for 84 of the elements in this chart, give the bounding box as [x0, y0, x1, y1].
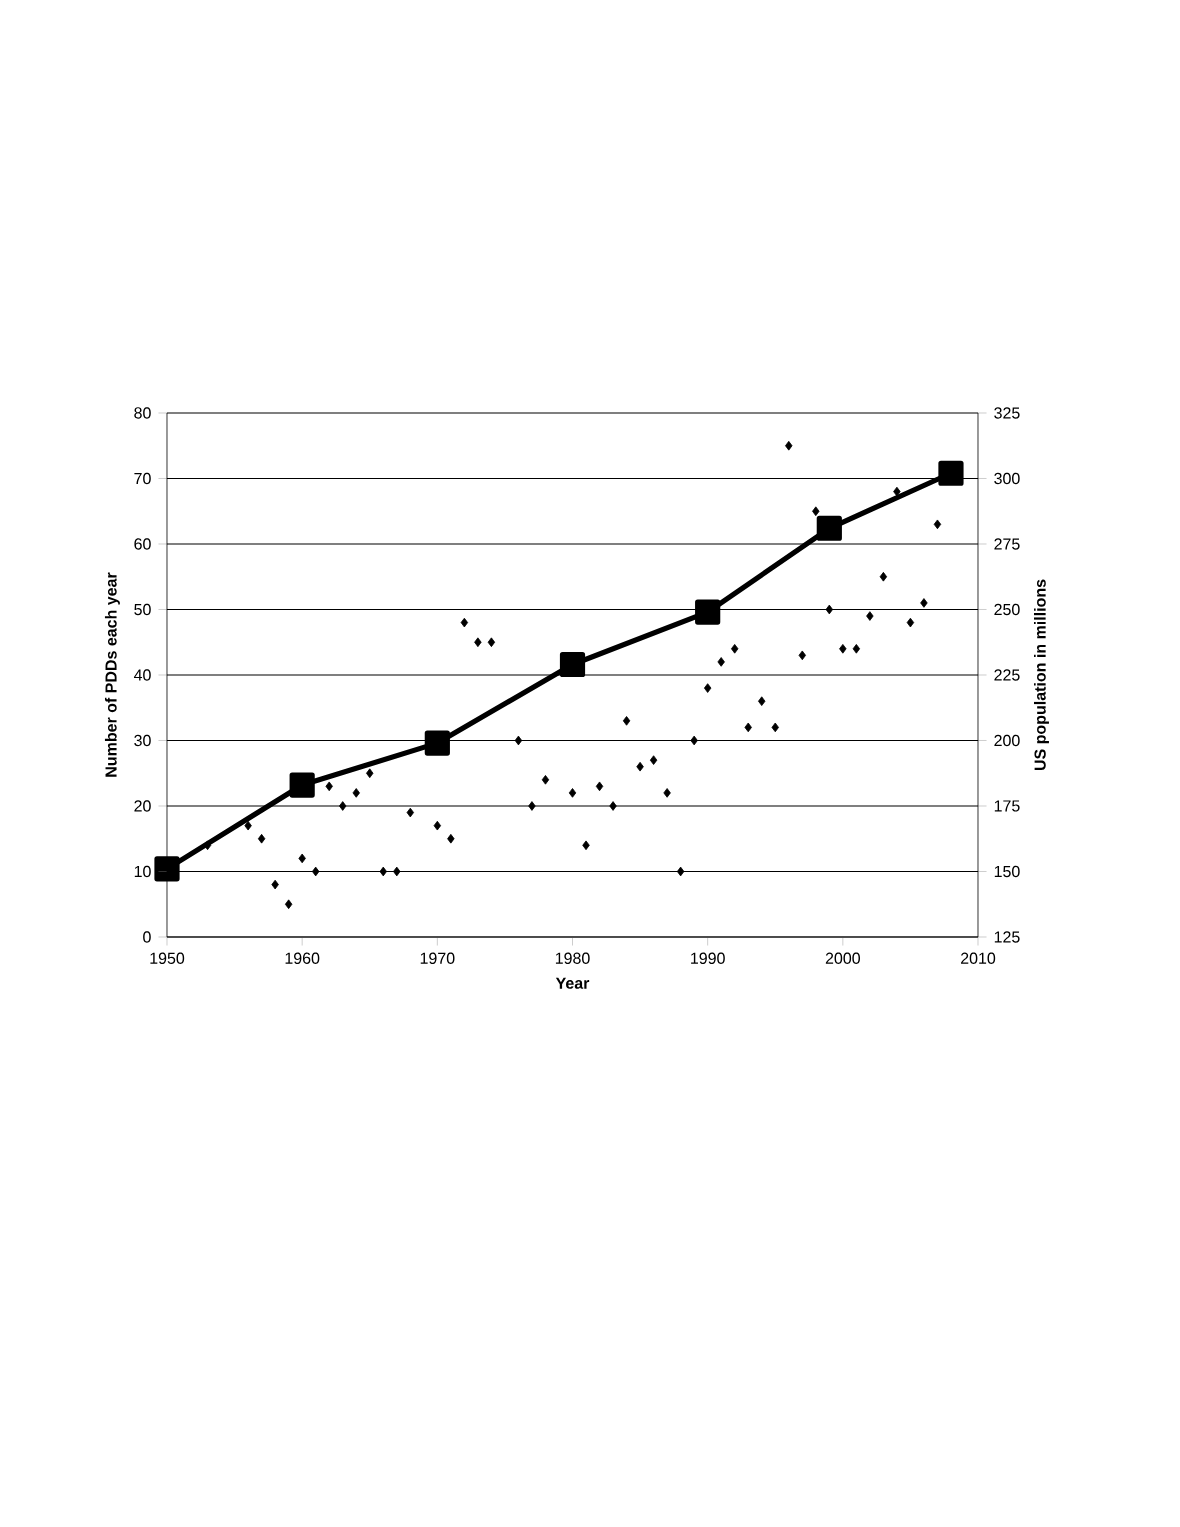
- point: [649, 755, 658, 765]
- point: [325, 781, 333, 792]
- point: [271, 879, 279, 890]
- y2-tick-label: 250: [994, 603, 1020, 616]
- point: [406, 807, 414, 818]
- point: [744, 722, 752, 733]
- y2-tick-label: 300: [994, 472, 1020, 485]
- point: [717, 657, 725, 667]
- y-tick-label: 50: [134, 603, 151, 616]
- point: [825, 604, 834, 615]
- x-tick-label: 1990: [691, 952, 725, 964]
- point: [244, 820, 252, 831]
- y2-tick-label: 325: [994, 407, 1020, 419]
- y2-tick-label: 275: [994, 538, 1020, 550]
- point: [257, 833, 266, 844]
- point: [839, 643, 847, 654]
- point: [460, 617, 469, 628]
- point: [474, 637, 482, 648]
- point: [595, 781, 604, 792]
- point: [879, 571, 888, 582]
- point: [609, 801, 617, 811]
- x-tick-label: 1970: [420, 952, 455, 964]
- point: [852, 643, 861, 654]
- point: [393, 866, 401, 877]
- y-tick-label: 40: [133, 669, 151, 681]
- y2-tick-label: 225: [994, 669, 1020, 681]
- point: [339, 801, 347, 811]
- point: [938, 460, 964, 486]
- point: [514, 735, 523, 746]
- point: [366, 768, 374, 779]
- point: [541, 774, 550, 785]
- y2-tick-label: 125: [994, 931, 1020, 943]
- y-tick-label: 0: [143, 931, 151, 943]
- y-axis-title: Number of PDDs each year: [104, 572, 120, 777]
- x-tick-label: 1950: [150, 952, 185, 964]
- point: [568, 788, 577, 798]
- point: [487, 637, 496, 648]
- y-tick-label: 80: [134, 407, 151, 419]
- point: [528, 801, 536, 811]
- y-tick-label: 20: [134, 800, 151, 812]
- point: [798, 650, 806, 661]
- point: [906, 617, 915, 628]
- point: [622, 716, 631, 726]
- x-tick-label: 1980: [555, 952, 590, 964]
- point: [816, 515, 842, 541]
- y-tick-label: 30: [134, 734, 151, 747]
- x-tick-label: 2010: [961, 952, 996, 964]
- point: [424, 730, 450, 756]
- point: [636, 761, 644, 772]
- point: [731, 643, 739, 654]
- point: [311, 866, 320, 877]
- point: [695, 599, 721, 625]
- point: [920, 598, 928, 608]
- point: [352, 788, 360, 798]
- x-axis-title: Year: [555, 977, 590, 989]
- y2-tick-label: 200: [994, 734, 1020, 747]
- y-tick-label: 70: [134, 472, 151, 485]
- point: [703, 683, 712, 693]
- y-tick-label: 60: [134, 538, 151, 550]
- point: [298, 853, 306, 864]
- point: [785, 440, 793, 451]
- point: [582, 840, 590, 851]
- point: [559, 651, 586, 678]
- point: [758, 696, 766, 706]
- point: [812, 506, 820, 517]
- y-tick-label: 10: [134, 865, 151, 878]
- point: [433, 820, 442, 831]
- x-tick-label: 1960: [285, 952, 320, 964]
- point: [379, 866, 387, 877]
- point: [663, 788, 671, 798]
- point: [771, 722, 779, 733]
- y2-tick-label: 175: [994, 800, 1020, 812]
- y2-tick-label: 150: [994, 865, 1020, 878]
- point: [690, 735, 698, 746]
- y2-axis-title: US population in millions: [1034, 579, 1049, 771]
- point: [154, 856, 180, 882]
- x-tick-label: 2000: [825, 952, 861, 964]
- point: [447, 833, 455, 844]
- point: [289, 772, 315, 798]
- point: [284, 899, 293, 910]
- point: [676, 866, 685, 877]
- point: [893, 486, 901, 497]
- point: [933, 519, 942, 530]
- point: [866, 611, 874, 621]
